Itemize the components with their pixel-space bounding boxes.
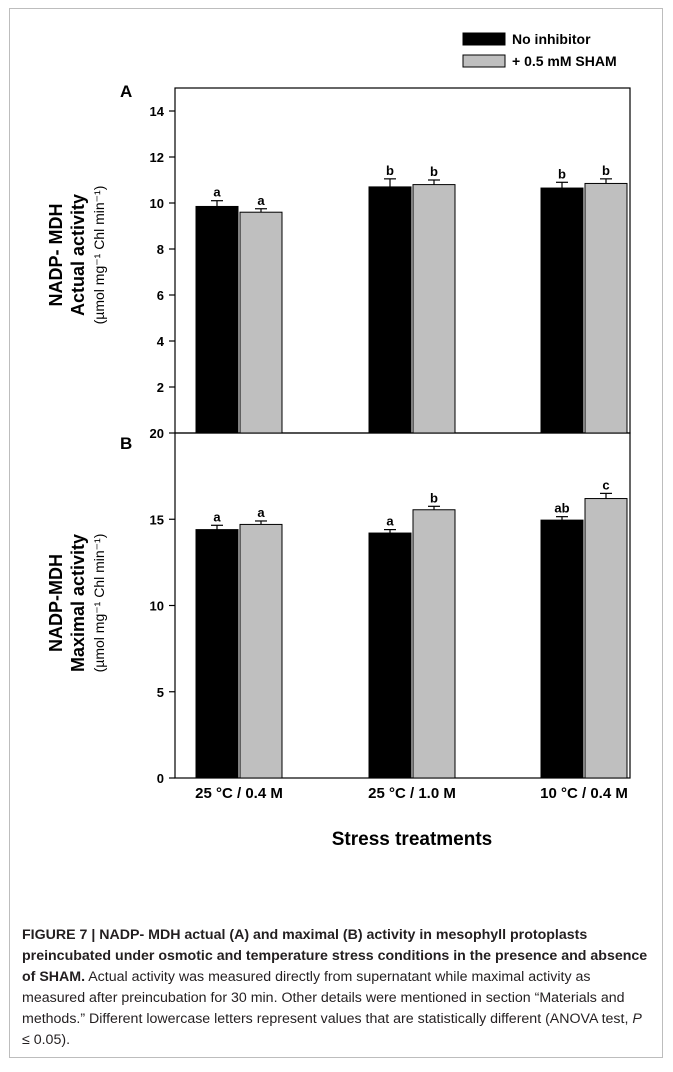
legend-swatch-sham [462,54,506,68]
panel-a-significance-letter: b [558,166,566,181]
x-category-label: 25 °C / 0.4 M [195,785,283,802]
figure-caption: FIGURE 7 | NADP- MDH actual (A) and maxi… [22,925,652,1051]
legend: No inhibitor + 0.5 mM SHAM [462,31,617,69]
panel-b-bar [195,529,239,779]
x-category-label: 25 °C / 1.0 M [368,785,456,802]
x-axis-title: Stress treatments [332,829,493,850]
legend-swatch-no-inhibitor [462,32,506,46]
panel-b-significance-letter: b [430,490,438,505]
panel-a-ytick-label: 2 [157,380,164,395]
legend-label-no-inhibitor: No inhibitor [512,31,591,47]
figure-chart: No inhibitor + 0.5 mM SHAM A B NADP- MDH… [46,31,631,850]
panel-b-significance-letter: c [602,477,609,492]
caption-tail: ≤ 0.05). [22,1032,71,1048]
panel-a-ytick-label: 4 [157,334,165,349]
panel-a-label: A [120,82,132,101]
panel-b-ylabel-line2: Maximal activity [68,534,88,672]
panel-a-ytick-label: 6 [157,288,164,303]
panel-b-significance-letter: ab [554,501,569,516]
panel-a-significance-letter: b [430,164,438,179]
panel-b-ytick-label: 5 [157,685,164,700]
x-category-label: 10 °C / 0.4 M [540,785,628,802]
panel-a-ytick-label: 12 [150,150,164,165]
panel-b-ytick-label: 20 [150,426,164,441]
panel-b-label: B [120,434,132,453]
panel-a-significance-letter: a [257,193,265,208]
panel-b-significance-letter: a [213,509,221,524]
panel-b-significance-letter: a [257,505,265,520]
panel-b-significance-letter: a [386,514,394,529]
panel-a-significance-letter: b [602,163,610,178]
panel-a-bar [412,184,456,434]
panel-b-ytick-label: 0 [157,771,164,786]
panel-a-bar [239,211,283,434]
panel-b-ylabel-unit: (µmol mg⁻¹ Chl min⁻¹) [91,534,107,673]
panel-a-bar [368,186,412,434]
panel-a-ylabel-line2: Actual activity [68,194,88,316]
panel-a-bar [584,182,628,434]
panel-a-ytick-label: 8 [157,242,164,257]
panel-b-ytick-label: 15 [150,512,164,527]
panel-a-ylabel-unit: (µmol mg⁻¹ Chl min⁻¹) [91,186,107,325]
panel-b-ytick-label: 10 [150,599,164,614]
caption-body: Actual activity was measured directly fr… [22,969,633,1027]
panel-a-ytick-label: 14 [150,104,165,119]
caption-p-symbol: P [632,1011,642,1027]
panel-b-bar [368,532,412,779]
panel-b-bar [584,498,628,779]
panel-a-ylabel-line1: NADP- MDH [46,204,66,307]
panel-b-bar [412,509,456,779]
panel-b-bar [540,519,584,779]
panel-b-ylabel-line1: NADP-MDH [46,554,66,652]
panel-a-significance-letter: a [213,185,221,200]
panel-b-bar [239,523,283,779]
panel-a-bar [540,187,584,434]
panel-a-bar [195,205,239,434]
panel-a-significance-letter: b [386,163,394,178]
legend-label-sham: + 0.5 mM SHAM [512,53,617,69]
panel-a-ytick-label: 10 [150,196,164,211]
caption-bold: FIGURE 7 | NADP- MDH actual (A) and maxi… [22,927,648,985]
